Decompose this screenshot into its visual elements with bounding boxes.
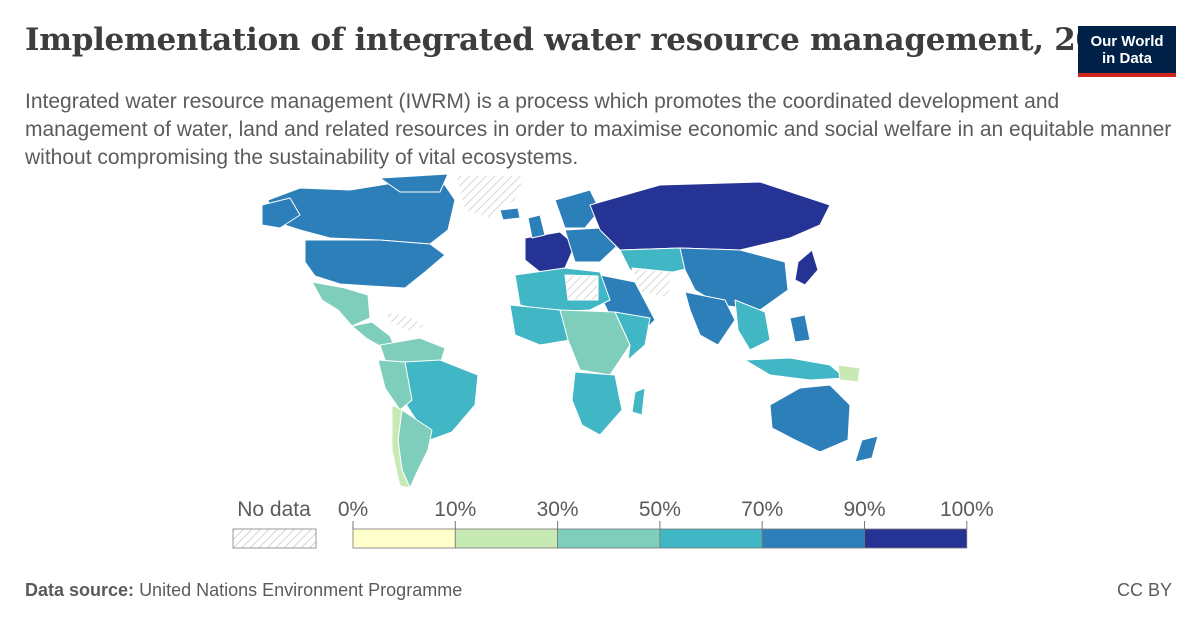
source-text: United Nations Environment Programme — [139, 580, 463, 600]
legend-tick-label-1: 10% — [434, 498, 476, 521]
region-eastern-europe[interactable] — [564, 227, 619, 263]
region-alaska[interactable] — [261, 197, 301, 229]
legend-tick-label-4: 70% — [741, 498, 783, 521]
region-new-zealand[interactable] — [854, 435, 879, 463]
region-iceland[interactable] — [499, 207, 521, 221]
legend-tick-label-0: 0% — [338, 498, 368, 521]
legend-tick-label-3: 50% — [639, 498, 681, 521]
region-caribbean[interactable] — [383, 311, 426, 333]
legend-swatch-1[interactable] — [454, 528, 558, 549]
logo-line-2: in Data — [1101, 49, 1152, 67]
owid-logo[interactable]: Our World in Data — [1078, 26, 1176, 77]
region-west-africa[interactable] — [509, 304, 571, 346]
chart-title: Implementation of integrated water resou… — [25, 22, 1140, 58]
region-greenland[interactable] — [454, 174, 526, 219]
region-philippines[interactable] — [789, 314, 811, 343]
region-scandinavia[interactable] — [554, 189, 601, 229]
legend-tick-label-5: 90% — [843, 498, 885, 521]
region-southern-africa[interactable] — [571, 371, 623, 436]
legend-swatch-0[interactable] — [352, 528, 456, 549]
legend-swatch-4[interactable] — [761, 528, 865, 549]
source-label: Data source: — [25, 580, 135, 600]
region-madagascar[interactable] — [631, 387, 646, 416]
region-southeast-asia[interactable] — [734, 299, 771, 351]
legend-tick-label-2: 30% — [537, 498, 579, 521]
footer-source: Data source: United Nations Environment … — [25, 580, 462, 601]
chart-subtitle: Integrated water resource management (IW… — [25, 90, 1172, 169]
region-middle-east-nodata[interactable] — [631, 267, 673, 299]
legend-swatch-2[interactable] — [557, 528, 661, 549]
legend-no-data-swatch — [232, 528, 317, 549]
legend-bins: 0% 10% 30% 50% 70% 90% 100% — [338, 498, 994, 549]
legend-no-data-label: No data — [237, 498, 311, 521]
logo-line-1: Our World — [1090, 32, 1164, 50]
legend-no-data: No data — [232, 498, 317, 549]
region-india[interactable] — [684, 291, 736, 346]
region-libya-nodata[interactable] — [564, 274, 599, 301]
region-peru-bolivia[interactable] — [377, 359, 413, 411]
region-papua-new-guinea[interactable] — [837, 364, 861, 383]
region-arctic-islands[interactable] — [379, 173, 449, 193]
region-mexico[interactable] — [311, 281, 371, 327]
legend-tick-label-end: 100% — [940, 498, 994, 521]
footer-license[interactable]: CC BY — [1116, 580, 1172, 600]
legend-swatch-3[interactable] — [659, 528, 763, 549]
region-canada[interactable] — [267, 177, 456, 245]
region-australia[interactable] — [769, 384, 851, 453]
region-chile[interactable] — [391, 404, 411, 489]
region-uk[interactable] — [527, 214, 546, 239]
region-russia[interactable] — [589, 181, 831, 251]
region-usa[interactable] — [304, 239, 446, 289]
region-japan[interactable] — [794, 249, 819, 286]
world-map[interactable] — [0, 0, 1200, 500]
color-legend: No data 0% 10% 30% 50% 70% 90% 100% — [232, 498, 994, 549]
region-east-africa[interactable] — [614, 311, 651, 361]
legend-swatch-5[interactable] — [864, 528, 968, 549]
